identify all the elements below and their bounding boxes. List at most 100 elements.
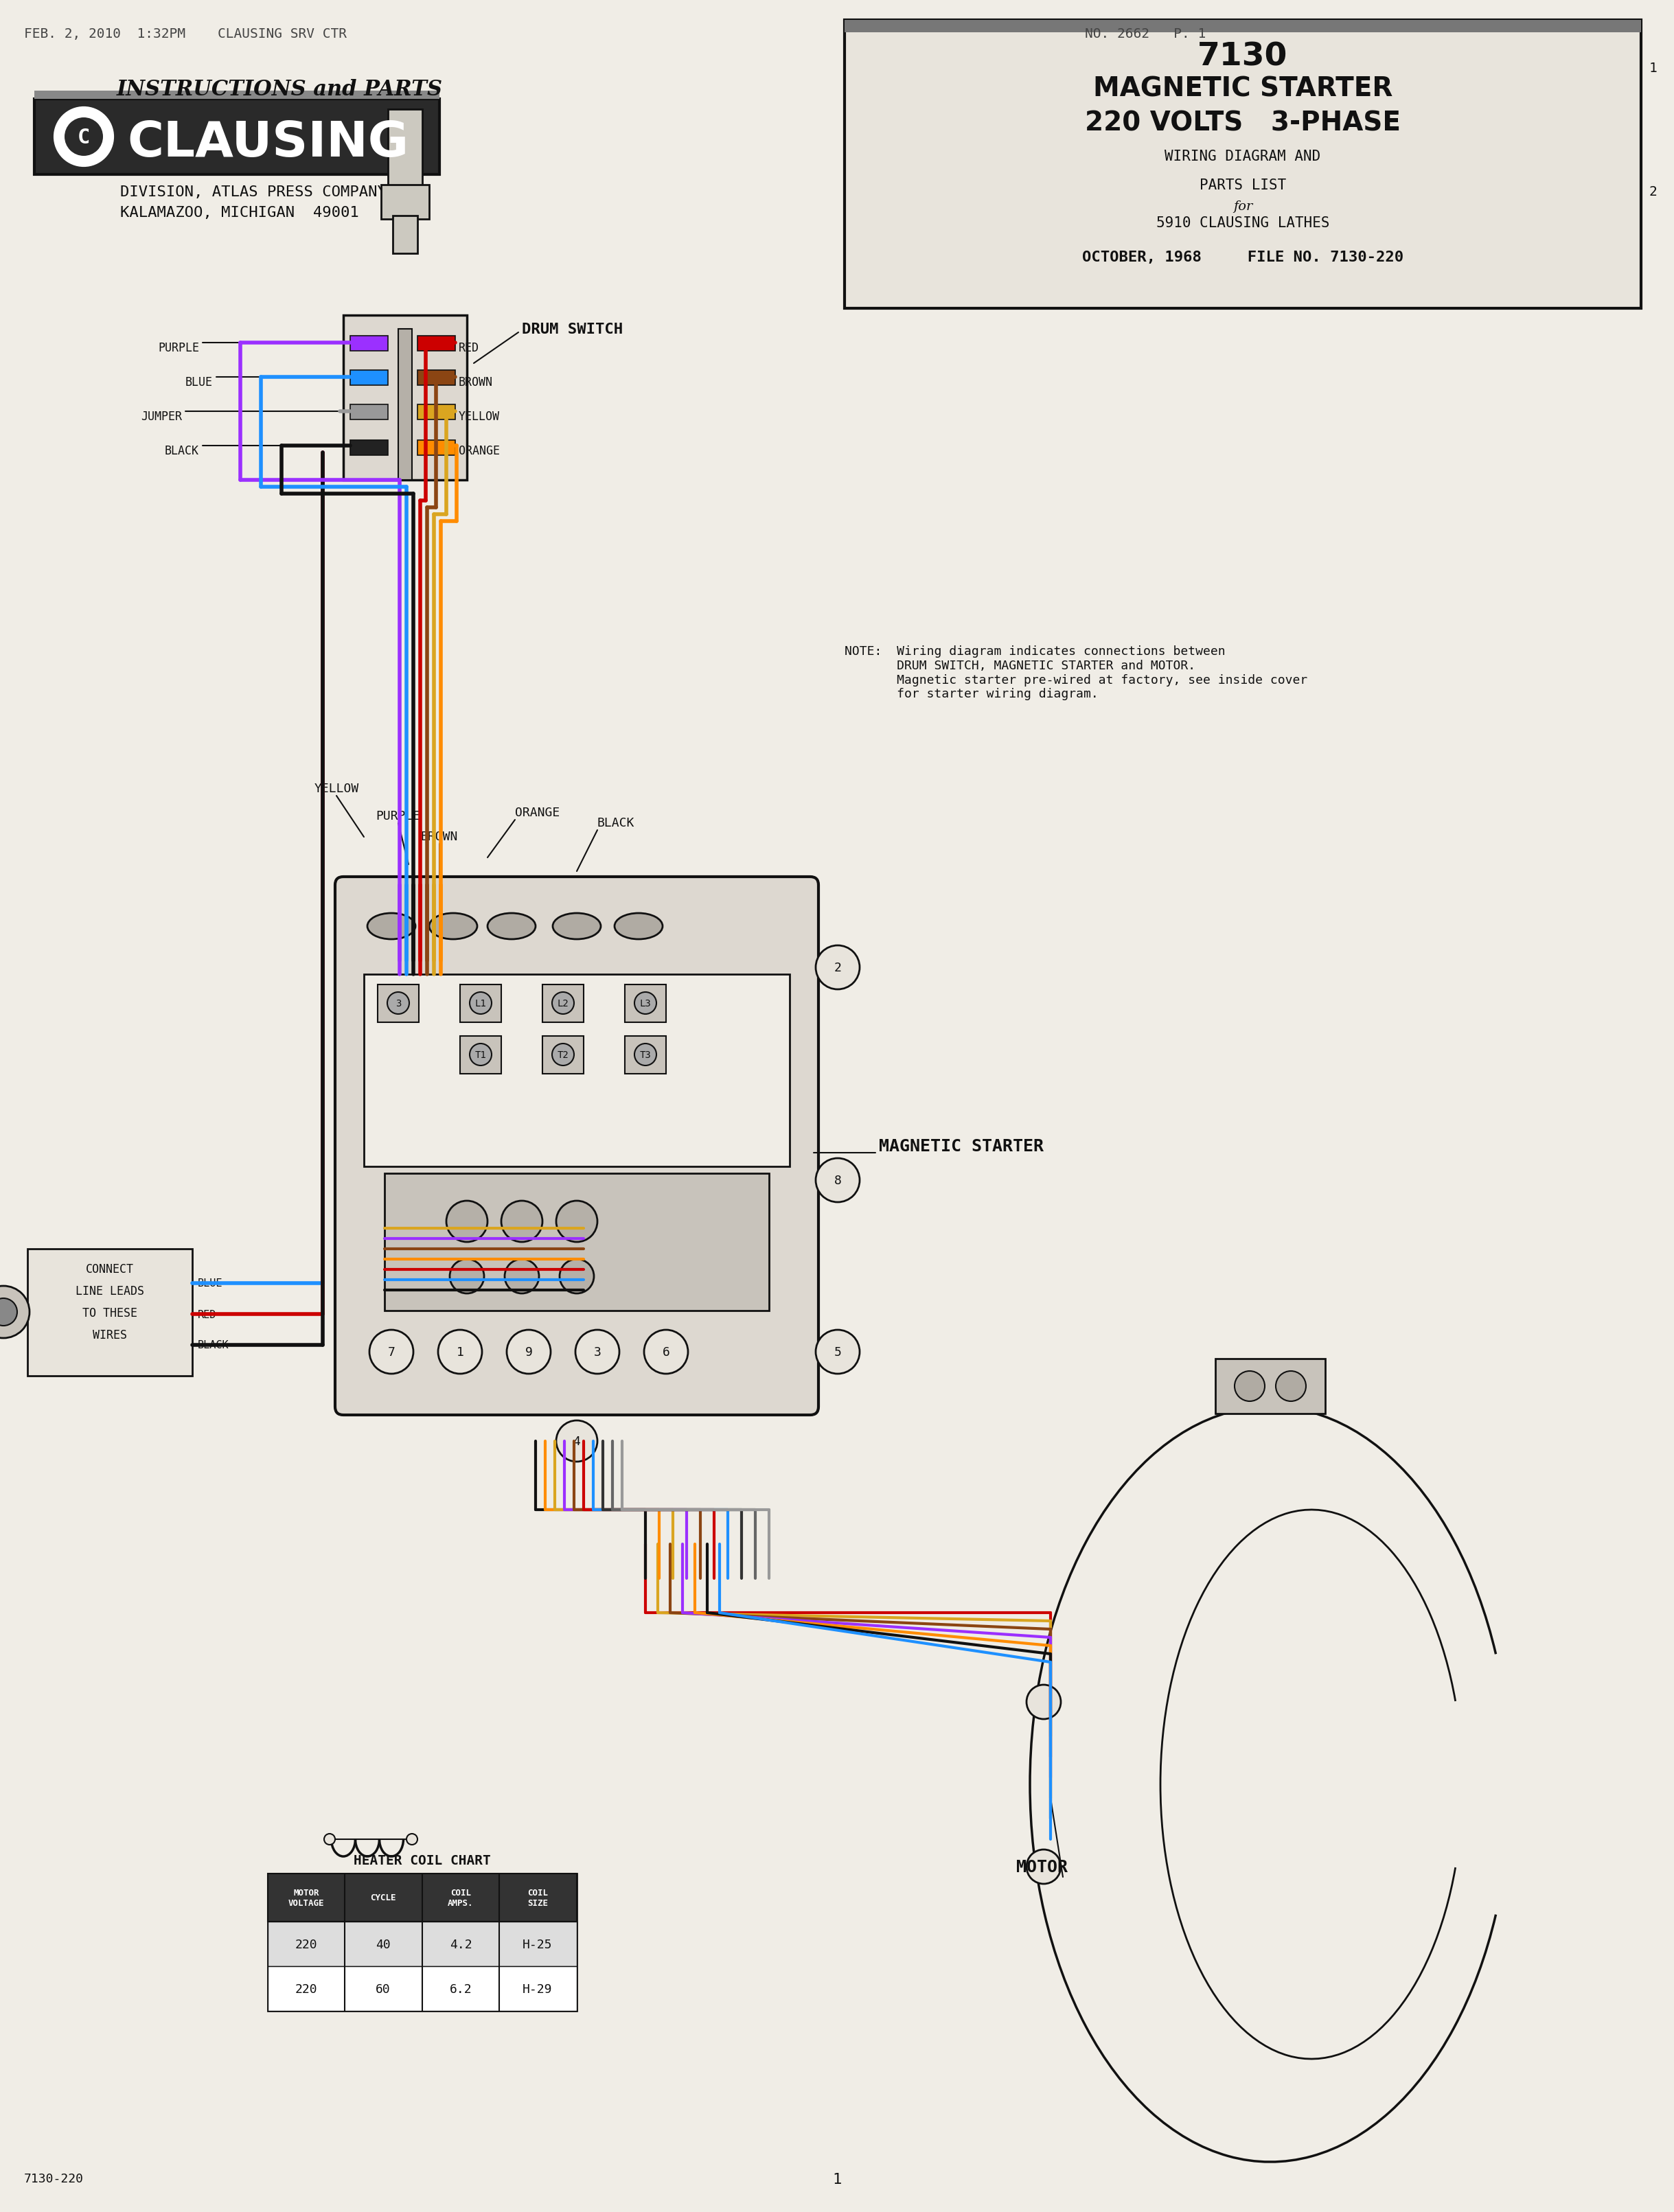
Text: BLACK: BLACK [198, 1340, 229, 1349]
Text: BLACK: BLACK [164, 445, 199, 458]
Bar [350, 336, 388, 352]
Circle shape [1026, 1849, 1061, 1885]
Text: 8: 8 [834, 1175, 842, 1186]
Text: 6: 6 [663, 1345, 670, 1358]
Text: L2: L2 [557, 998, 569, 1009]
Text: 5: 5 [834, 1345, 842, 1358]
Bar [268, 1922, 578, 1966]
Circle shape [556, 1420, 598, 1462]
Text: BROWN: BROWN [459, 376, 494, 389]
Bar [542, 984, 584, 1022]
Text: YELLOW: YELLOW [315, 783, 358, 794]
Bar [27, 1250, 193, 1376]
Ellipse shape [614, 914, 663, 940]
Text: TO THESE: TO THESE [82, 1307, 137, 1318]
Circle shape [1276, 1371, 1306, 1402]
Circle shape [1026, 1686, 1061, 1719]
Bar [268, 1966, 578, 2011]
Bar [268, 1874, 578, 2011]
Circle shape [387, 993, 408, 1015]
Text: 40: 40 [375, 1938, 390, 1951]
Text: NO. 2662   P. 1: NO. 2662 P. 1 [1085, 27, 1205, 40]
Bar [1215, 1358, 1326, 1413]
Text: 3: 3 [395, 998, 402, 1009]
Bar [350, 440, 388, 456]
Bar [382, 186, 429, 219]
Bar [417, 372, 455, 385]
Text: ORANGE: ORANGE [516, 807, 559, 818]
Bar [460, 1037, 501, 1075]
Text: JUMPER: JUMPER [141, 411, 182, 422]
Bar [35, 100, 440, 175]
Circle shape [644, 1329, 688, 1374]
Text: MOTOR
VOLTAGE: MOTOR VOLTAGE [288, 1889, 325, 1907]
Circle shape [634, 993, 656, 1015]
Bar [542, 1037, 584, 1075]
Bar [417, 405, 455, 420]
Text: CONNECT: CONNECT [85, 1263, 134, 1274]
Circle shape [556, 1201, 598, 1243]
Circle shape [447, 1201, 487, 1243]
Text: for: for [1234, 201, 1252, 212]
Text: 2: 2 [834, 962, 842, 973]
Circle shape [815, 1159, 860, 1203]
Bar [363, 975, 790, 1166]
Circle shape [501, 1201, 542, 1243]
Text: YELLOW: YELLOW [459, 411, 501, 422]
Bar [845, 20, 1641, 310]
Text: 7: 7 [388, 1345, 395, 1358]
Bar [378, 984, 418, 1022]
Text: BLACK: BLACK [598, 816, 634, 830]
Bar [268, 1874, 578, 1922]
Text: 1: 1 [457, 1345, 464, 1358]
Text: T1: T1 [475, 1051, 487, 1060]
Bar [393, 217, 417, 254]
Circle shape [1234, 1371, 1266, 1402]
Ellipse shape [429, 914, 477, 940]
Bar [350, 405, 388, 420]
Text: INSTRUCTIONS and PARTS: INSTRUCTIONS and PARTS [117, 80, 444, 100]
Ellipse shape [487, 914, 536, 940]
Circle shape [507, 1329, 551, 1374]
Circle shape [470, 1044, 492, 1066]
Text: C: C [77, 128, 90, 148]
Bar [845, 20, 1641, 33]
Bar [350, 372, 388, 385]
Bar [343, 316, 467, 480]
Text: 1: 1 [1649, 62, 1657, 75]
Text: BROWN: BROWN [420, 830, 459, 843]
Text: RED: RED [459, 343, 479, 354]
Text: FEB. 2, 2010  1:32PM    CLAUSING SRV CTR: FEB. 2, 2010 1:32PM CLAUSING SRV CTR [23, 27, 347, 40]
Text: 7130-220: 7130-220 [23, 2172, 84, 2185]
Text: 60: 60 [375, 1982, 390, 1995]
Text: 9: 9 [526, 1345, 532, 1358]
Text: WIRES: WIRES [92, 1329, 127, 1340]
Text: 5910 CLAUSING LATHES: 5910 CLAUSING LATHES [1157, 217, 1329, 230]
Text: PURPLE: PURPLE [377, 810, 420, 823]
Text: ORANGE: ORANGE [459, 445, 501, 458]
Text: WIRING DIAGRAM AND: WIRING DIAGRAM AND [1165, 150, 1321, 164]
Circle shape [559, 1259, 594, 1294]
Text: 7130: 7130 [1197, 42, 1287, 73]
Text: COIL
AMPS.: COIL AMPS. [449, 1889, 474, 1907]
Circle shape [439, 1329, 482, 1374]
Ellipse shape [367, 914, 415, 940]
FancyBboxPatch shape [335, 878, 819, 1416]
Text: 220 VOLTS   3-PHASE: 220 VOLTS 3-PHASE [1085, 111, 1401, 135]
Circle shape [325, 1834, 335, 1845]
Bar [385, 1175, 768, 1312]
Circle shape [55, 108, 112, 166]
Text: 2: 2 [1649, 186, 1657, 199]
Text: HEATER COIL CHART: HEATER COIL CHART [353, 1854, 490, 1867]
Text: BLUE: BLUE [186, 376, 213, 389]
Text: CYCLE: CYCLE [370, 1893, 397, 1902]
Text: BLUE: BLUE [198, 1279, 223, 1290]
Text: T2: T2 [557, 1051, 569, 1060]
Text: H-25: H-25 [522, 1938, 552, 1951]
Circle shape [0, 1298, 17, 1325]
Circle shape [504, 1259, 539, 1294]
Text: 220: 220 [295, 1938, 318, 1951]
Text: DIVISION, ATLAS PRESS COMPANY: DIVISION, ATLAS PRESS COMPANY [121, 186, 387, 199]
Circle shape [576, 1329, 619, 1374]
Bar [460, 984, 501, 1022]
